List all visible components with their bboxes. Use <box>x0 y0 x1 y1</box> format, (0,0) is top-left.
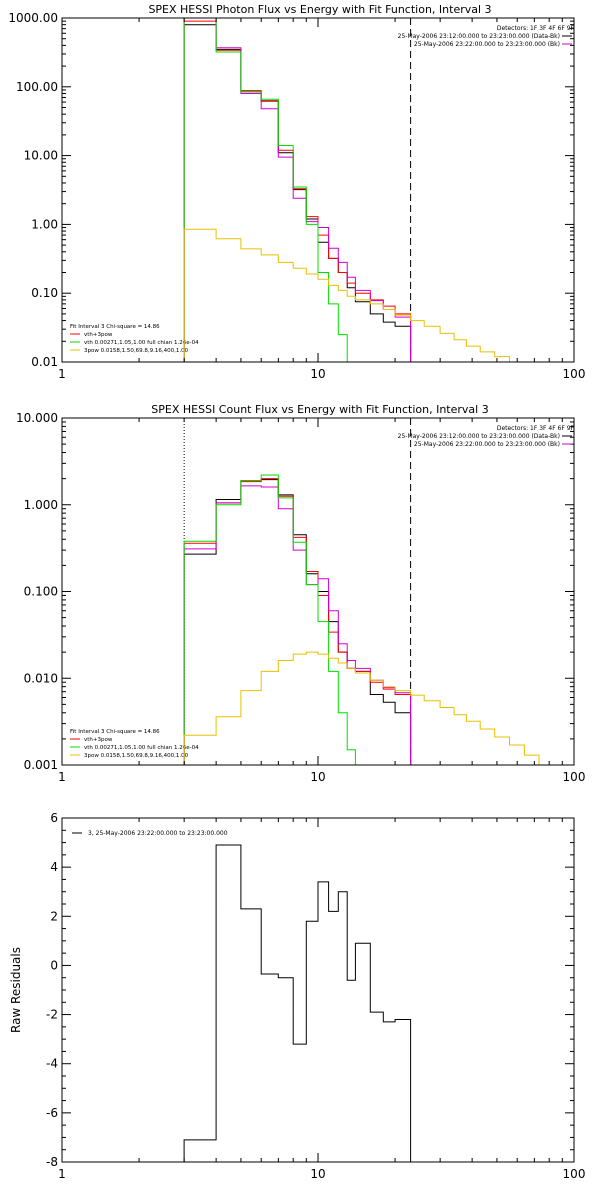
y-tick-label: 10.000 <box>16 411 58 425</box>
series-line-3 <box>183 18 348 362</box>
y-tick-label: 100.00 <box>16 80 58 94</box>
axes-frame <box>61 817 575 1163</box>
x-tick-label: 100 <box>563 367 586 381</box>
y-tick-label: 0.010 <box>24 671 58 685</box>
y-tick-label: 2 <box>50 909 58 923</box>
series-line-4 <box>183 228 539 362</box>
axes-frame <box>61 17 575 363</box>
plot-area <box>183 18 539 362</box>
annotation-left: Fit Interval 3 Chi-square = 14.86 vth+3p… <box>70 324 199 354</box>
y-tick-label: 0.100 <box>24 585 58 599</box>
y-tick-label: -4 <box>46 1057 58 1071</box>
series-line-2 <box>183 485 412 765</box>
annotation-model: vth+3pow <box>84 332 113 338</box>
series-line-0 <box>183 24 412 362</box>
annotation-left: Fit Interval 3 Chi-square = 14.86 vth+3p… <box>70 729 199 759</box>
panel-title: SPEX HESSI Photon Flux vs Energy with Fi… <box>148 3 491 16</box>
series-line-1 <box>183 478 412 765</box>
series-line-1 <box>183 20 412 362</box>
y-tick-label: 0.001 <box>24 758 58 772</box>
legend-entry: 3, 25-May-2006 23:22:00.000 to 23:23:00.… <box>88 830 228 837</box>
x-tick-label: 10 <box>310 770 325 784</box>
x-tick-label: 1 <box>58 367 66 381</box>
annotation-data-interval: 25-May-2006 23:12:00.000 to 23:23:00.000… <box>398 33 560 40</box>
annotation-detectors: Detectors: 1F 3F 4F 6F 9F <box>497 425 575 432</box>
annotation-3pow-params: 3pow 0.0158,1.50,69.8,9.16,400,1.00 <box>84 753 189 759</box>
y-tick-label: 0 <box>50 958 58 972</box>
x-tick-label: 10 <box>310 367 325 381</box>
y-tick-label: 1000.00 <box>8 11 58 25</box>
x-tick-label: 1 <box>58 1167 66 1181</box>
x-tick-label: 100 <box>563 1167 586 1181</box>
y-tick-label: 4 <box>50 860 58 874</box>
annotation-fit-info: Fit Interval 3 Chi-square = 14.86 <box>70 324 160 330</box>
series-line-0 <box>183 844 412 1162</box>
y-tick-label: -6 <box>46 1106 58 1120</box>
x-tick-label: 100 <box>563 770 586 784</box>
annotation-bk-interval: 25-May-2006 23:22:00.000 to 23:23:00.000… <box>414 41 560 48</box>
photon-flux-panel: SPEX HESSI Photon Flux vs Energy with Fi… <box>8 3 585 381</box>
y-tick-label: 0.01 <box>31 355 58 369</box>
annotation-data-interval: 25-May-2006 23:12:00.000 to 23:23:00.000… <box>398 433 560 440</box>
y-tick-label: 1.00 <box>31 217 58 231</box>
series-line-3 <box>183 474 367 765</box>
annotation-bk-interval: 25-May-2006 23:22:00.000 to 23:23:00.000… <box>414 441 560 448</box>
series-line-0 <box>183 479 412 765</box>
x-tick-label: 1 <box>58 770 66 784</box>
plot-area <box>183 418 540 765</box>
y-tick-label: 0.10 <box>31 286 58 300</box>
annotation-vth-params: vth 0.00271,1.05,1.00 full chian 1.26e-0… <box>84 340 199 346</box>
y-tick-label: 10.00 <box>24 149 58 163</box>
y-tick-label: -2 <box>46 1008 58 1022</box>
series-line-4 <box>183 651 540 765</box>
annotation-model: vth+3pow <box>84 737 113 743</box>
annotation-fit-info: Fit Interval 3 Chi-square = 14.86 <box>70 729 160 735</box>
y-tick-label: 6 <box>50 811 58 825</box>
y-axis-label: Raw Residuals <box>9 947 23 1033</box>
annotation-vth-params: vth 0.00271,1.05,1.00 full chian 1.26e-0… <box>84 745 199 751</box>
annotation-right: Detectors: 1F 3F 4F 6F 9F 25-May-2006 23… <box>398 25 575 48</box>
annotation-detectors: Detectors: 1F 3F 4F 6F 9F <box>497 25 575 32</box>
y-tick-label: 1.000 <box>24 498 58 512</box>
x-tick-label: 10 <box>310 1167 325 1181</box>
panel-title: SPEX HESSI Count Flux vs Energy with Fit… <box>151 403 488 416</box>
y-tick-label: -8 <box>46 1155 58 1169</box>
series-line-2 <box>183 18 412 362</box>
count-flux-panel: SPEX HESSI Count Flux vs Energy with Fit… <box>16 403 585 784</box>
plot-area <box>183 844 412 1162</box>
residuals-panel: Raw Residuals 3, 25-May-2006 23:22:00.00… <box>9 811 585 1181</box>
annotation-right: Detectors: 1F 3F 4F 6F 9F 25-May-2006 23… <box>398 425 575 448</box>
annotation-3pow-params: 3pow 0.0158,1.50,69.8,9.16,400,1.00 <box>84 348 189 354</box>
